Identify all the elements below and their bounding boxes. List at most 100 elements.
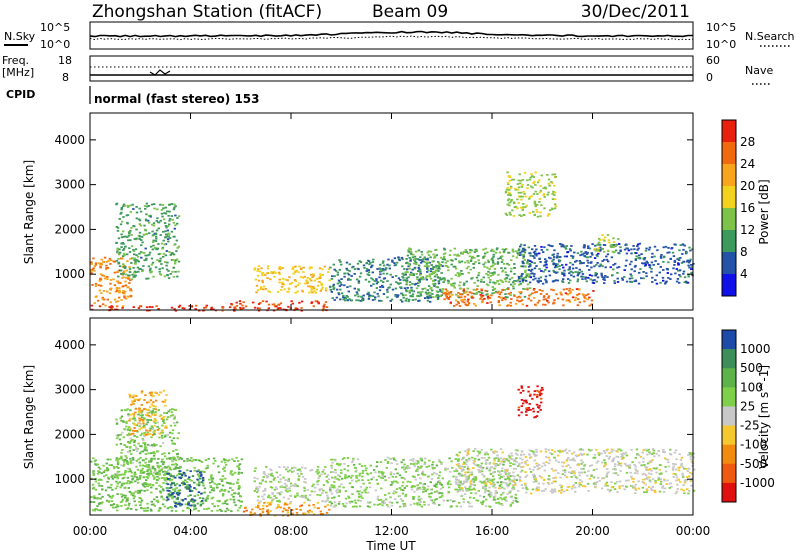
scatter-cell xyxy=(134,480,137,483)
scatter-cell xyxy=(162,442,165,444)
scatter-cell xyxy=(520,206,523,209)
scatter-cell xyxy=(224,477,227,480)
scatter-cell xyxy=(496,497,500,500)
scatter-cell xyxy=(480,470,484,473)
scatter-cell xyxy=(655,452,658,455)
scatter-cell xyxy=(460,458,464,461)
scatter-cell xyxy=(306,281,309,284)
scatter-cell xyxy=(598,237,601,240)
scatter-cell xyxy=(427,291,431,294)
scatter-cell xyxy=(659,478,662,481)
scatter-cell xyxy=(460,483,463,486)
scatter-cell xyxy=(491,257,494,260)
scatter-cell xyxy=(663,451,666,454)
scatter-cell xyxy=(651,276,654,279)
scatter-cell xyxy=(519,179,523,182)
scatter-cell xyxy=(453,470,456,473)
scatter-cell xyxy=(120,484,124,487)
scatter-cell xyxy=(495,248,499,251)
scatter-cell xyxy=(174,476,177,479)
scatter-cell xyxy=(205,304,208,307)
scatter-cell xyxy=(576,252,580,255)
scatter-cell xyxy=(568,287,571,290)
scatter-cell xyxy=(225,507,229,510)
scatter-cell xyxy=(451,282,455,285)
scatter-cell xyxy=(683,244,686,247)
scatter-cell xyxy=(310,287,314,290)
scatter-cell xyxy=(421,276,425,279)
scatter-cell xyxy=(492,471,495,474)
scatter-cell xyxy=(521,281,524,284)
scatter-cell xyxy=(540,246,543,248)
scatter-cell xyxy=(628,464,632,467)
scatter-cell xyxy=(166,495,169,498)
scatter-cell xyxy=(323,303,326,306)
scatter-cell xyxy=(506,199,510,202)
scatter-cell xyxy=(535,248,538,251)
scatter-cell xyxy=(138,237,141,240)
scatter-cell xyxy=(141,241,144,244)
scatter-cell xyxy=(538,257,541,260)
scatter-cell xyxy=(528,212,531,214)
scatter-cell xyxy=(582,262,585,264)
scatter-cell xyxy=(583,485,587,488)
scatter-cell xyxy=(199,477,202,480)
scatter-cell xyxy=(358,472,362,475)
scatter-cell xyxy=(448,295,452,298)
scatter-cell xyxy=(464,493,467,496)
scatter-cell xyxy=(642,460,645,463)
scatter-cell xyxy=(165,466,168,469)
scatter-cell xyxy=(337,474,340,476)
scatter-cell xyxy=(136,468,140,471)
scatter-cell xyxy=(163,452,166,455)
scatter-cell xyxy=(142,265,145,267)
scatter-cell xyxy=(562,461,566,464)
scatter-cell xyxy=(119,212,122,215)
scatter-cell xyxy=(169,408,172,411)
scatter-cell xyxy=(149,271,153,274)
scatter-cell xyxy=(151,223,154,226)
scatter-cell xyxy=(504,473,508,475)
scatter-cell xyxy=(540,270,543,272)
scatter-cell xyxy=(419,268,422,271)
scatter-cell xyxy=(437,277,440,279)
scatter-cell xyxy=(402,279,405,282)
scatter-cell xyxy=(525,273,528,275)
scatter-cell xyxy=(120,457,123,460)
scatter-cell xyxy=(529,287,532,290)
scatter-cell xyxy=(509,505,512,507)
scatter-cell xyxy=(163,505,167,508)
scatter-cell xyxy=(419,292,422,295)
scatter-cell xyxy=(507,194,510,196)
scatter-cell xyxy=(581,461,585,464)
scatter-cell xyxy=(630,268,633,271)
scatter-cell xyxy=(115,457,118,460)
scatter-cell xyxy=(388,501,392,504)
scatter-cell xyxy=(504,296,507,298)
scatter-cell xyxy=(564,247,568,250)
scatter-cell xyxy=(368,263,371,266)
scatter-cell xyxy=(419,482,422,485)
scatter-cell xyxy=(560,271,564,274)
scatter-cell xyxy=(320,488,323,490)
scatter-cell xyxy=(315,470,318,473)
scatter-cell xyxy=(541,282,545,285)
scatter-cell xyxy=(645,272,648,275)
scatter-cell xyxy=(405,258,408,260)
scatter-cell xyxy=(380,471,383,473)
scatter-cell xyxy=(402,481,405,484)
scatter-cell xyxy=(609,244,613,246)
scatter-cell xyxy=(356,458,360,461)
scatter-cell xyxy=(501,281,504,284)
scatter-cell xyxy=(449,483,452,486)
scatter-cell xyxy=(511,501,514,504)
scatter-cell xyxy=(330,484,333,487)
scatter-cell xyxy=(140,499,144,502)
scatter-cell xyxy=(578,288,581,291)
scatter-cell xyxy=(431,260,434,263)
scatter-cell xyxy=(603,250,606,253)
scatter-cell xyxy=(545,280,548,283)
scatter-cell xyxy=(236,509,240,512)
scatter-cell xyxy=(588,247,592,250)
cpid-value: normal (fast stereo) 153 xyxy=(94,92,260,106)
